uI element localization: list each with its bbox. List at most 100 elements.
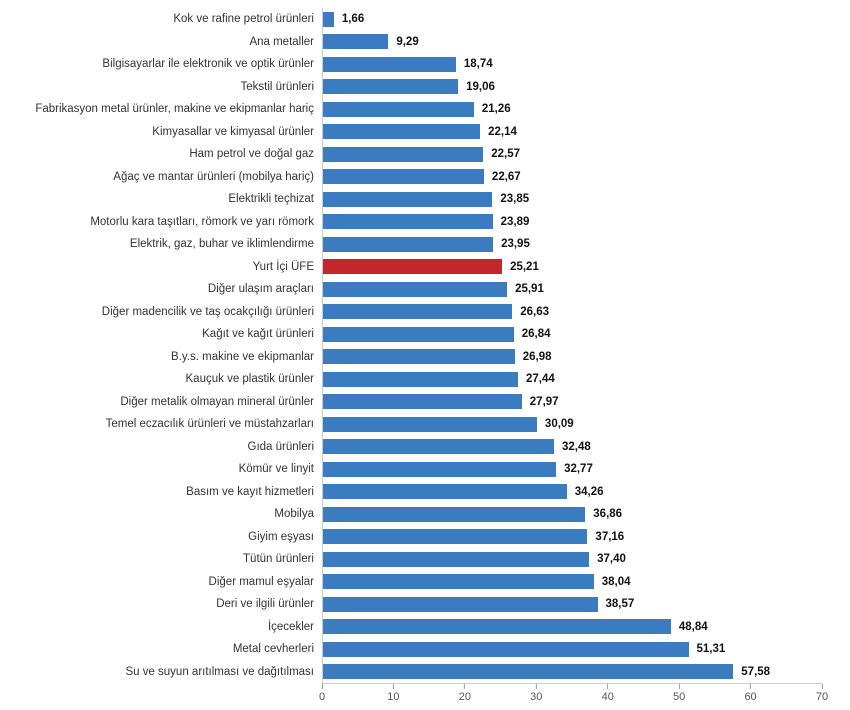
bar	[322, 664, 733, 679]
bar-value: 22,67	[484, 171, 521, 183]
chart-row: B.y.s. makine ve ekipmanlar26,98	[0, 346, 850, 369]
category-label: Diğer mamul eşyalar	[0, 576, 322, 588]
category-label: Bilgisayarlar ile elektronik ve optik ür…	[0, 58, 322, 70]
bar	[322, 282, 507, 297]
bar	[322, 529, 587, 544]
category-label: Kağıt ve kağıt ürünleri	[0, 328, 322, 340]
bar-plot-area: 9,29	[322, 31, 822, 54]
bar-plot-area: 36,86	[322, 503, 822, 526]
bar-value: 32,48	[554, 441, 591, 453]
bar-plot-area: 30,09	[322, 413, 822, 436]
bar-value: 26,63	[512, 306, 549, 318]
bar	[322, 304, 512, 319]
bar	[322, 102, 474, 117]
chart-row: Yurt İçi ÜFE 25,21	[0, 256, 850, 279]
tick-label: 10	[387, 691, 399, 703]
bar-value: 19,06	[458, 81, 495, 93]
bar	[322, 484, 567, 499]
x-tick: 50	[673, 684, 685, 703]
bar	[322, 79, 458, 94]
bar-plot-area: 1,66	[322, 8, 822, 31]
category-label: Ana metaller	[0, 36, 322, 48]
bar-value: 38,57	[598, 598, 635, 610]
chart-row: Diğer mamul eşyalar 38,04	[0, 571, 850, 594]
bar-value: 23,89	[493, 216, 530, 228]
tick-label: 50	[673, 691, 685, 703]
x-tick: 20	[459, 684, 471, 703]
bar-value: 51,31	[689, 643, 726, 655]
bar-value: 32,77	[556, 463, 593, 475]
y-axis-line	[322, 8, 323, 683]
bar-value: 9,29	[388, 36, 418, 48]
category-label: Giyim eşyası	[0, 531, 322, 543]
bar	[322, 34, 388, 49]
tick-mark	[393, 684, 394, 689]
chart-row: Elektrikli teçhizat 23,85	[0, 188, 850, 211]
chart-row: Tekstil ürünleri19,06	[0, 76, 850, 99]
tick-mark	[322, 684, 323, 689]
chart-row: Basım ve kayıt hizmetleri34,26	[0, 481, 850, 504]
chart-row: Giyim eşyası37,16	[0, 526, 850, 549]
bar	[322, 237, 493, 252]
bar	[322, 57, 456, 72]
bar-plot-area: 25,91	[322, 278, 822, 301]
bar-value: 23,85	[492, 193, 529, 205]
bar-plot-area: 22,67	[322, 166, 822, 189]
bar-value: 38,04	[594, 576, 631, 588]
bar-plot-area: 22,14	[322, 121, 822, 144]
chart-row: Mobilya36,86	[0, 503, 850, 526]
bar-value: 22,57	[483, 148, 520, 160]
chart-row: İçecekler48,84	[0, 616, 850, 639]
bar-value: 57,58	[733, 666, 770, 678]
category-label: Diğer madencilik ve taş ocakçılığı ürünl…	[0, 306, 322, 318]
bar-plot-area: 23,95	[322, 233, 822, 256]
tick-label: 30	[530, 691, 542, 703]
category-label: Tütün ürünleri	[0, 553, 322, 565]
bar-value: 1,66	[334, 13, 364, 25]
bar-value: 25,91	[507, 283, 544, 295]
tick-label: 40	[602, 691, 614, 703]
category-label: Metal cevherleri	[0, 643, 322, 655]
bar	[322, 507, 585, 522]
tick-mark	[750, 684, 751, 689]
bar	[322, 169, 484, 184]
bar	[322, 12, 334, 27]
bar	[322, 417, 537, 432]
bar	[322, 439, 554, 454]
bar-value: 25,21	[502, 261, 539, 273]
category-label: Diğer ulaşım araçları	[0, 283, 322, 295]
chart-row: Ham petrol ve doğal gaz22,57	[0, 143, 850, 166]
bar-value: 48,84	[671, 621, 708, 633]
chart-row: Deri ve ilgili ürünler38,57	[0, 593, 850, 616]
bar	[322, 147, 483, 162]
category-label: Elektrikli teçhizat	[0, 193, 322, 205]
bar-plot-area: 18,74	[322, 53, 822, 76]
chart-row: Ağaç ve mantar ürünleri (mobilya hariç) 2…	[0, 166, 850, 189]
chart-row: Kok ve rafine petrol ürünleri1,66	[0, 8, 850, 31]
x-tick: 30	[530, 684, 542, 703]
category-label: Fabrikasyon metal ürünler, makine ve eki…	[0, 103, 322, 115]
bar-plot-area: 37,40	[322, 548, 822, 571]
chart-row: Kauçuk ve plastik ürünler27,44	[0, 368, 850, 391]
bar-value: 27,44	[518, 373, 555, 385]
category-label: Motorlu kara taşıtları, römork ve yarı r…	[0, 216, 322, 228]
category-label: Ağaç ve mantar ürünleri (mobilya hariç)	[0, 171, 322, 183]
bar	[322, 642, 689, 657]
bar-chart: Kok ve rafine petrol ürünleri1,66 Ana met…	[0, 8, 850, 683]
tick-mark	[679, 684, 680, 689]
bar-plot-area: 21,26	[322, 98, 822, 121]
bar	[322, 574, 594, 589]
tick-mark	[822, 684, 823, 689]
bar	[322, 619, 671, 634]
x-axis: 010203040506070	[322, 683, 822, 703]
bar-value: 26,98	[515, 351, 552, 363]
tick-mark	[464, 684, 465, 689]
bar-plot-area: 27,44	[322, 368, 822, 391]
bar	[322, 124, 480, 139]
category-label: Yurt İçi ÜFE	[0, 261, 322, 273]
tick-label: 60	[744, 691, 756, 703]
bar-value: 26,84	[514, 328, 551, 340]
x-tick: 0	[319, 684, 325, 703]
chart-row: Kimyasallar ve kimyasal ürünler22,14	[0, 121, 850, 144]
bar-plot-area: 34,26	[322, 481, 822, 504]
